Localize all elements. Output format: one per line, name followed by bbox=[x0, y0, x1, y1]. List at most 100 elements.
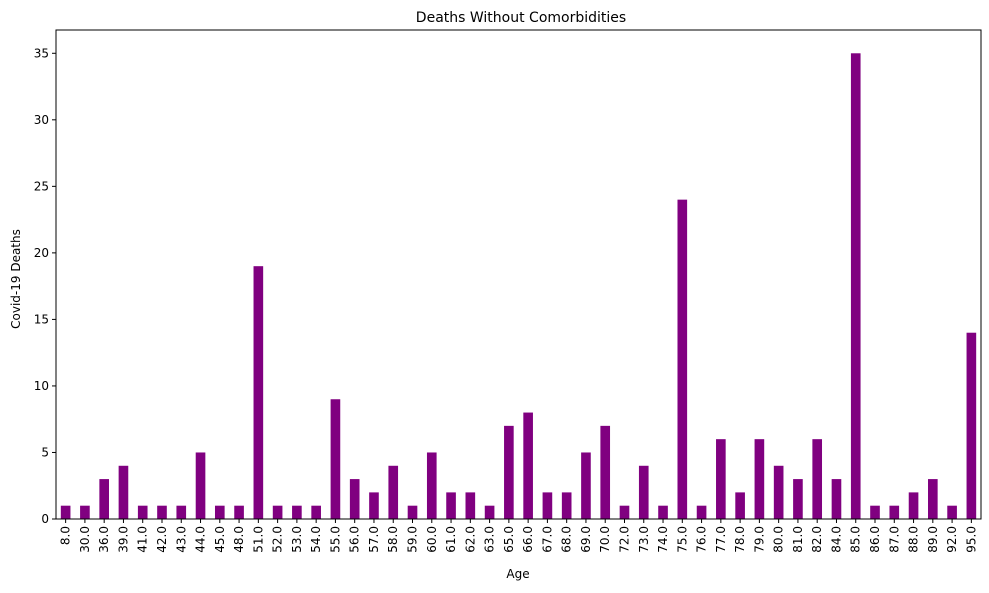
bar-age-51.0 bbox=[253, 266, 264, 519]
bar-age-70.0 bbox=[600, 425, 611, 519]
x-tick-label: 55.0 bbox=[328, 526, 342, 553]
x-tick-label: 86.0 bbox=[868, 526, 882, 553]
y-axis-label: Covid-19 Deaths bbox=[9, 229, 23, 329]
plot-frame bbox=[55, 29, 982, 520]
bar-age-39.0 bbox=[118, 465, 129, 519]
bar-age-75.0 bbox=[677, 199, 688, 519]
x-axis-label: Age bbox=[506, 567, 529, 581]
x-tick-label: 42.0 bbox=[155, 526, 169, 553]
bar-age-63.0 bbox=[484, 505, 495, 519]
bar-age-84.0 bbox=[831, 479, 842, 519]
bar-age-95.0 bbox=[966, 332, 977, 519]
x-tick-label: 66.0 bbox=[521, 526, 535, 553]
x-tick-label: 36.0 bbox=[97, 526, 111, 553]
y-tick-label: 15 bbox=[34, 312, 49, 326]
x-tick-label: 84.0 bbox=[829, 526, 843, 553]
x-tick-label: 77.0 bbox=[714, 526, 728, 553]
bar-age-87.0 bbox=[889, 505, 900, 519]
bar-age-62.0 bbox=[465, 492, 476, 519]
bar-age-67.0 bbox=[542, 492, 553, 519]
x-tick-label: 68.0 bbox=[560, 526, 574, 553]
x-tick-label: 85.0 bbox=[849, 526, 863, 553]
x-tick-label: 61.0 bbox=[444, 526, 458, 553]
bar-age-43.0 bbox=[176, 505, 187, 519]
x-tick-label: 95.0 bbox=[964, 526, 978, 553]
bar-age-30.0 bbox=[80, 505, 90, 519]
bar-age-92.0 bbox=[947, 505, 957, 519]
bar-age-53.0 bbox=[292, 505, 302, 519]
bar-age-69.0 bbox=[581, 452, 591, 519]
x-axis-ticks: 8.0 30.0 36.0 39.0 41.0 42.0 43.0 44.0 45.0 48.0 5… bbox=[59, 519, 978, 553]
x-tick-label: 89.0 bbox=[926, 526, 940, 553]
x-tick-label: 56.0 bbox=[348, 526, 362, 553]
bar-age-60.0 bbox=[426, 452, 437, 519]
x-tick-label: 79.0 bbox=[752, 526, 766, 553]
x-tick-label: 81.0 bbox=[791, 526, 805, 553]
x-tick-label: 78.0 bbox=[733, 526, 747, 553]
bar-age-74.0 bbox=[658, 505, 668, 519]
x-tick-label: 75.0 bbox=[675, 526, 689, 553]
bar-age-86.0 bbox=[870, 505, 880, 519]
bar-age-58.0 bbox=[388, 465, 399, 519]
bar-age-8.0 bbox=[60, 505, 71, 519]
bar-age-55.0 bbox=[330, 399, 341, 519]
x-tick-label: 41.0 bbox=[136, 526, 150, 553]
x-tick-label: 73.0 bbox=[637, 526, 651, 553]
bar-age-52.0 bbox=[272, 505, 283, 519]
bar-age-54.0 bbox=[311, 505, 321, 519]
y-tick-label: 0 bbox=[41, 512, 49, 526]
bar-age-44.0 bbox=[195, 452, 206, 519]
bar-age-81.0 bbox=[793, 479, 803, 519]
x-tick-label: 65.0 bbox=[502, 526, 516, 553]
x-tick-label: 87.0 bbox=[887, 526, 901, 553]
bar-age-77.0 bbox=[716, 439, 726, 519]
y-tick-label: 5 bbox=[41, 445, 49, 459]
x-tick-label: 59.0 bbox=[406, 526, 420, 553]
bar-age-79.0 bbox=[754, 439, 765, 519]
bar-age-85.0 bbox=[850, 53, 861, 520]
x-tick-label: 92.0 bbox=[945, 526, 959, 553]
x-tick-label: 51.0 bbox=[251, 526, 265, 553]
bars-group bbox=[60, 53, 977, 520]
x-tick-label: 57.0 bbox=[367, 526, 381, 553]
y-tick-label: 20 bbox=[34, 246, 49, 260]
bar-age-89.0 bbox=[928, 479, 938, 519]
bar-age-57.0 bbox=[369, 492, 379, 519]
x-tick-label: 63.0 bbox=[483, 526, 497, 553]
bar-age-68.0 bbox=[561, 492, 572, 519]
y-tick-label: 35 bbox=[34, 46, 49, 60]
bar-age-45.0 bbox=[214, 505, 225, 519]
bar-age-88.0 bbox=[908, 492, 919, 519]
x-tick-label: 70.0 bbox=[598, 526, 612, 553]
y-axis-ticks: 0 5 10 15 20 25 30 35 bbox=[34, 46, 56, 526]
bar-age-48.0 bbox=[234, 505, 244, 519]
x-tick-label: 43.0 bbox=[174, 526, 188, 553]
bar-age-42.0 bbox=[157, 505, 167, 519]
x-tick-label: 58.0 bbox=[386, 526, 400, 553]
x-tick-label: 76.0 bbox=[695, 526, 709, 553]
x-tick-label: 62.0 bbox=[463, 526, 477, 553]
bar-age-65.0 bbox=[504, 425, 514, 519]
x-tick-label: 52.0 bbox=[271, 526, 285, 553]
bar-age-41.0 bbox=[137, 505, 148, 519]
x-tick-label: 88.0 bbox=[907, 526, 921, 553]
chart-title: Deaths Without Comorbidities bbox=[416, 10, 626, 26]
y-tick-label: 25 bbox=[34, 179, 49, 193]
bar-age-66.0 bbox=[523, 412, 533, 519]
y-tick-label: 30 bbox=[34, 113, 49, 127]
x-tick-label: 44.0 bbox=[194, 526, 208, 553]
x-tick-label: 30.0 bbox=[78, 526, 92, 553]
x-tick-label: 48.0 bbox=[232, 526, 246, 553]
x-tick-label: 53.0 bbox=[290, 526, 304, 553]
bar-age-76.0 bbox=[696, 505, 707, 519]
x-tick-label: 69.0 bbox=[579, 526, 593, 553]
x-tick-label: 74.0 bbox=[656, 526, 670, 553]
bar-age-82.0 bbox=[812, 439, 823, 519]
x-tick-label: 72.0 bbox=[617, 526, 631, 553]
x-tick-label: 8.0 bbox=[59, 526, 73, 545]
x-tick-label: 60.0 bbox=[425, 526, 439, 553]
x-tick-label: 80.0 bbox=[772, 526, 786, 553]
bar-age-73.0 bbox=[638, 465, 649, 519]
